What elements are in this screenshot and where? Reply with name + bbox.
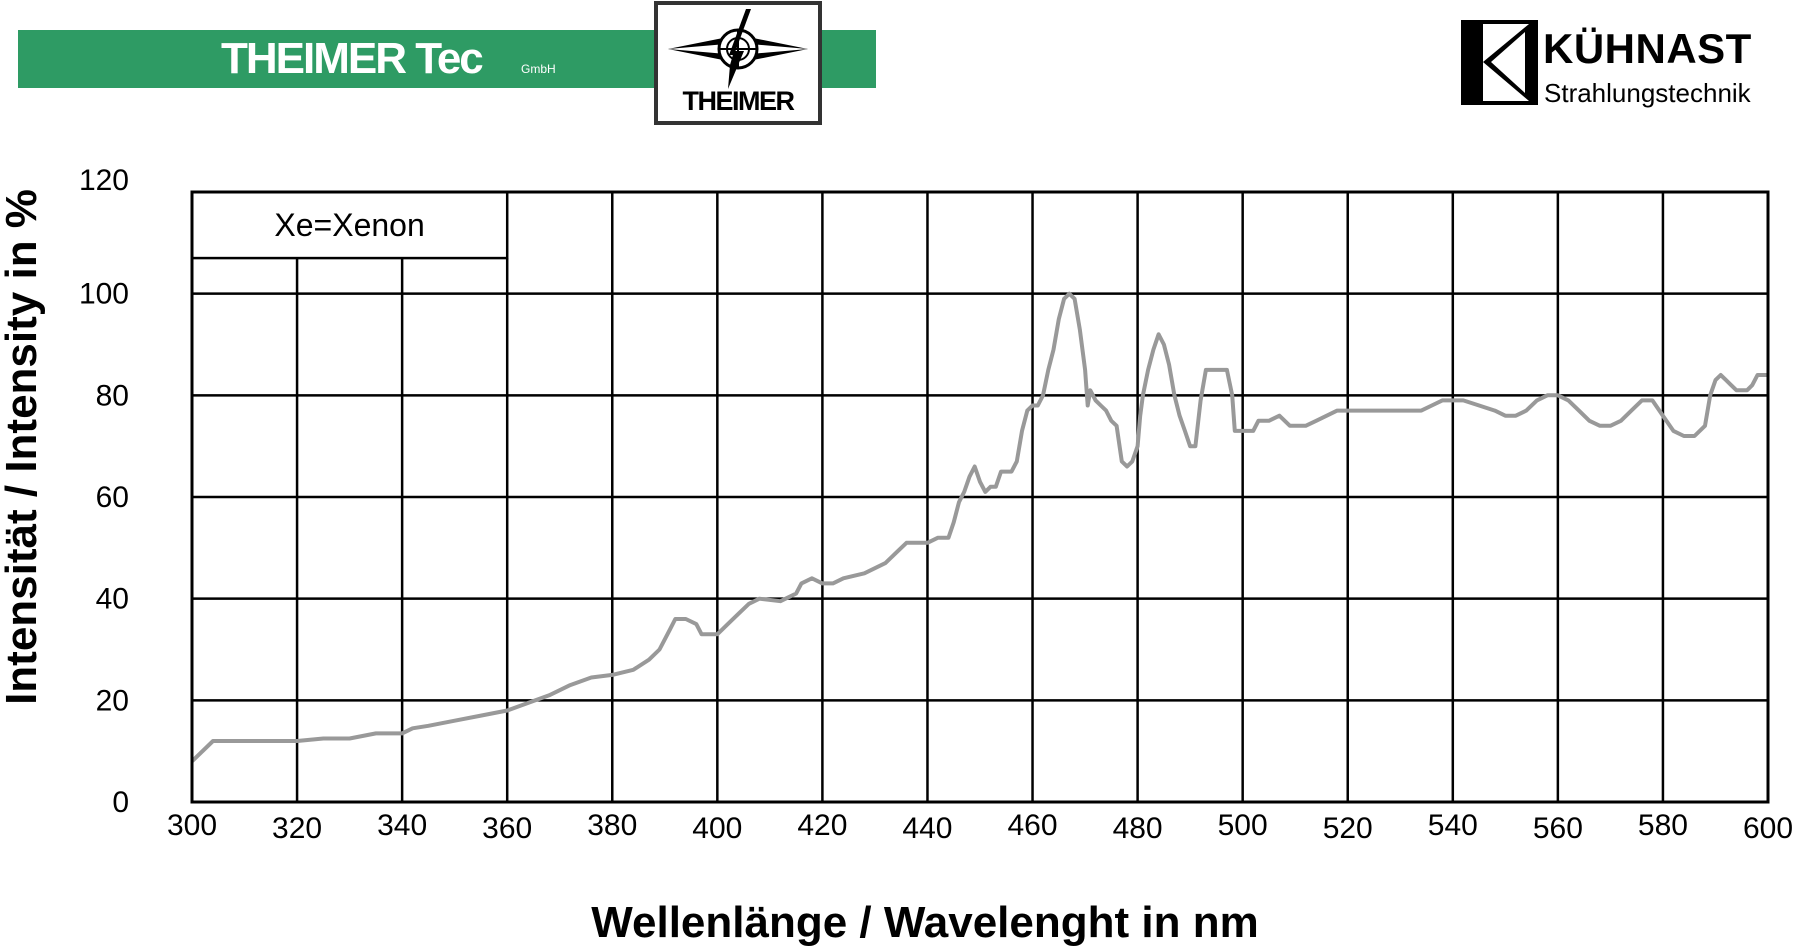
x-tick-label: 560 (1533, 812, 1583, 845)
y-tick-label: 120 (79, 164, 129, 197)
spectrum-chart: Xe=Xenon 300 320 340 360 380 400 420 440 460 480 5… (0, 164, 1793, 947)
x-tick-label: 520 (1323, 812, 1373, 845)
x-tick-label: 500 (1218, 809, 1268, 842)
series-line-0 (190, 291, 1768, 763)
x-tick-label: 580 (1638, 809, 1688, 842)
series-layer (190, 291, 1768, 763)
theimer-tec-brand: THEIMER Tec (221, 34, 484, 83)
plot-frame (190, 190, 1770, 804)
theimer-tec-suffix: GmbH (521, 62, 556, 76)
header: THEIMER Tec GmbH THEIMER KÜHNAST Strahlu… (0, 0, 1800, 140)
x-tick-label: 600 (1743, 812, 1793, 845)
x-tick-label: 320 (272, 812, 322, 845)
legend: Xe=Xenon (190, 190, 509, 260)
x-tick-label: 380 (587, 809, 637, 842)
kuehnast-logo-icon (1461, 20, 1538, 105)
x-axis-title: Wellenlänge / Wavelenght in nm (591, 898, 1258, 947)
y-tick-label: 100 (79, 278, 129, 311)
kuehnast-subtitle: Strahlungstechnik (1544, 78, 1751, 108)
x-tick-label: 360 (482, 812, 532, 845)
y-tick-label: 40 (96, 583, 129, 616)
kuehnast-brand: KÜHNAST (1543, 25, 1752, 72)
y-tick-label: 60 (96, 481, 129, 514)
x-tick-labels: 300 320 340 360 380 400 420 440 460 480 500 520 540 5… (167, 809, 1793, 845)
theimer-logo: THEIMER (654, 1, 822, 125)
legend-label: Xe=Xenon (274, 207, 424, 243)
x-tick-label: 340 (377, 809, 427, 842)
y-tick-label: 80 (96, 379, 129, 412)
x-tick-label: 300 (167, 809, 217, 842)
theimer-logo-text: THEIMER (682, 86, 796, 116)
x-tick-label: 540 (1428, 809, 1478, 842)
x-tick-label: 480 (1113, 812, 1163, 845)
y-tick-label: 0 (112, 786, 129, 819)
y-tick-labels: 0 20 40 60 80 100 120 (79, 164, 129, 819)
y-axis-title: Intensität / Intensity in % (0, 189, 46, 705)
x-tick-label: 440 (902, 812, 952, 845)
y-tick-label: 20 (96, 684, 129, 717)
x-tick-label: 400 (692, 812, 742, 845)
x-tick-label: 420 (797, 809, 847, 842)
compass-star-icon (668, 9, 808, 89)
grid (192, 192, 1768, 802)
x-tick-label: 460 (1008, 809, 1058, 842)
